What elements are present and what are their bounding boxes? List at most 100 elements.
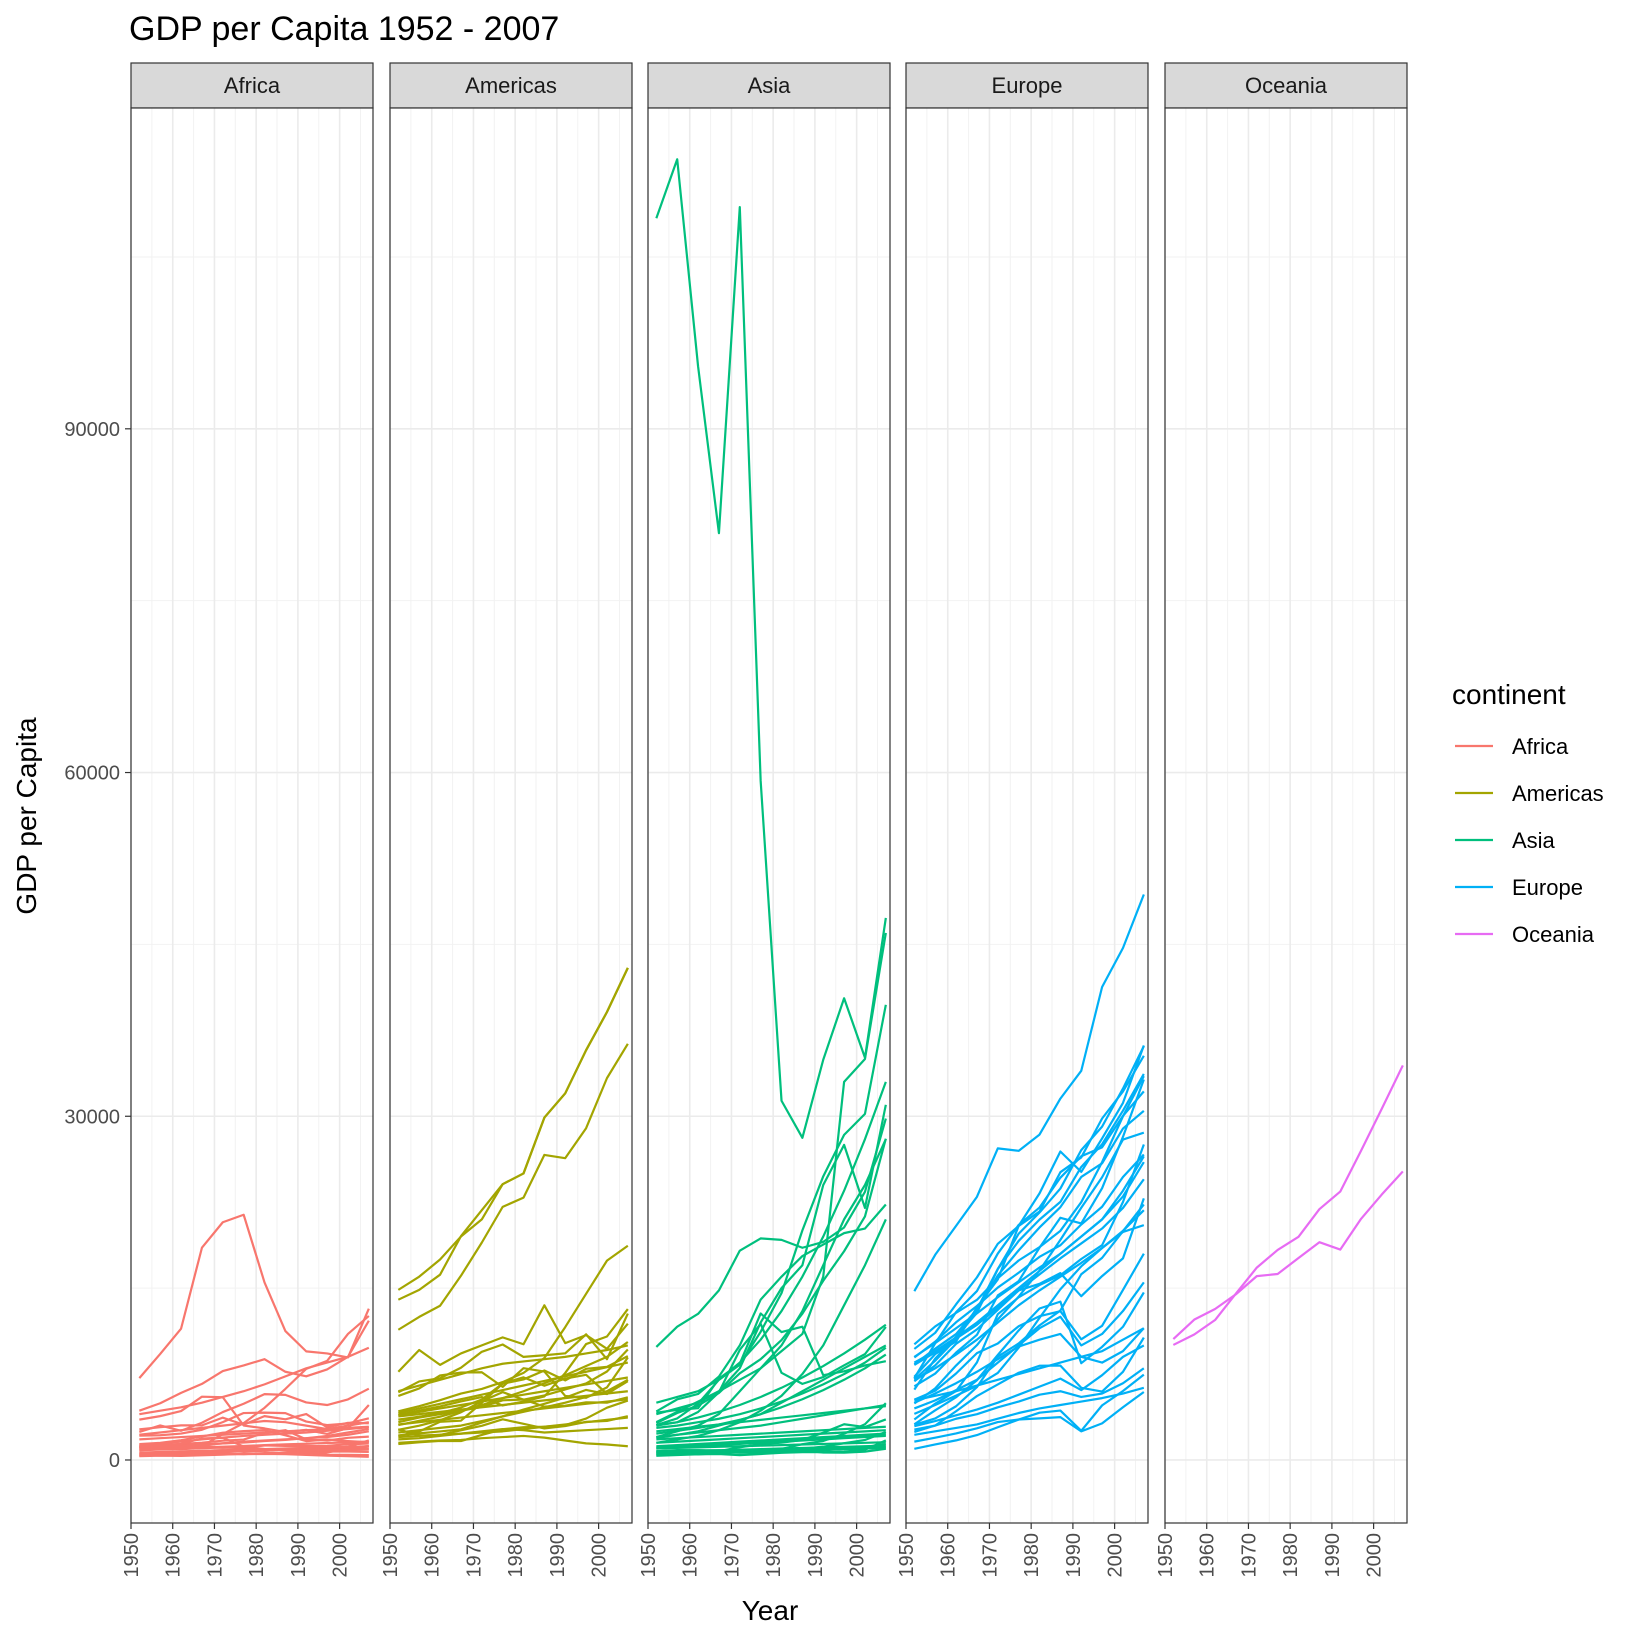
series-line-europe [913, 1090, 1145, 1379]
series-line-americas [398, 1344, 629, 1393]
series-line-asia [656, 1441, 886, 1450]
series-line-europe [914, 1386, 1145, 1436]
series-line-asia [656, 1312, 887, 1414]
facet-strip [1164, 62, 1408, 109]
series-line-asia [656, 1433, 886, 1449]
x-tick-label: 2000 [1105, 1533, 1127, 1578]
series-line-africa [138, 1213, 370, 1379]
facet-asia: Asia 1950 1960 1970 1980 1990 2000 [638, 62, 891, 1578]
x-tick-label: 2000 [589, 1533, 611, 1578]
series-line-asia [656, 1346, 887, 1429]
series-line-asia [655, 1118, 887, 1348]
x-tick-label: 1990 [288, 1533, 310, 1578]
series-line-europe [913, 1209, 1145, 1381]
y-tick-label: 0 [109, 1450, 120, 1472]
series-line-europe [914, 1344, 1145, 1428]
series-line-europe [913, 1045, 1145, 1378]
series-line-europe [913, 1253, 1145, 1401]
x-tick-label: 1960 [680, 1533, 702, 1578]
series-line-asia [656, 1425, 886, 1441]
series-line-europe [913, 894, 1145, 1292]
series-line-oceania [1172, 1170, 1404, 1340]
series-line-asia [655, 1138, 887, 1425]
facet-strip-label: Asia [748, 73, 792, 98]
legend: continent Africa Americas Asia Europe Oceani… [1452, 679, 1604, 947]
series-line-americas [397, 1304, 629, 1373]
series-line-americas [397, 1043, 629, 1331]
series-line-europe [913, 1198, 1145, 1383]
series-line-africa [139, 1411, 370, 1437]
x-tick-label: 1980 [1280, 1533, 1302, 1578]
series-line-asia [656, 1429, 886, 1444]
series-line-asia [655, 158, 887, 1139]
series-line-asia [656, 1432, 886, 1448]
x-tick-label: 1970 [1238, 1533, 1260, 1578]
x-tick-label: 1950 [380, 1533, 402, 1578]
facet-strip-label: Oceania [1245, 73, 1328, 98]
y-tick-label: 90000 [64, 419, 120, 441]
facet-strip-label: Europe [992, 73, 1063, 98]
series-line-asia [656, 1323, 887, 1427]
series-line-europe [913, 1281, 1145, 1410]
x-tick-label: 1980 [505, 1533, 527, 1578]
facet-strip-label: Africa [224, 73, 281, 98]
series-line-europe [914, 1367, 1145, 1431]
y-axis-title: GDP per Capita [11, 717, 42, 915]
x-tick-label: 2000 [1364, 1533, 1386, 1578]
series-line-americas [398, 1398, 628, 1426]
x-tick-label: 1960 [422, 1533, 444, 1578]
series-line-europe [914, 1203, 1145, 1426]
legend-title: continent [1452, 679, 1566, 710]
y-tick-label: 30000 [64, 1106, 120, 1128]
series-line-africa [139, 1445, 369, 1454]
series-line-americas [398, 1355, 629, 1437]
x-tick-label: 1990 [547, 1533, 569, 1578]
x-tick-label: 1990 [805, 1533, 827, 1578]
panel-background [390, 108, 632, 1523]
series-line-americas [398, 1434, 628, 1448]
series-line-americas [398, 1361, 629, 1415]
series-line-europe [913, 1055, 1145, 1350]
legend-label-africa: Africa [1512, 734, 1569, 759]
series-line-africa [139, 1429, 369, 1446]
series-line-europe [913, 1327, 1145, 1404]
x-tick-label: 1970 [721, 1533, 743, 1578]
series-line-africa [139, 1395, 370, 1435]
x-tick-label: 1970 [463, 1533, 485, 1578]
series-line-asia [656, 1081, 887, 1404]
x-tick-label: 1960 [938, 1533, 960, 1578]
facet-strip [389, 62, 633, 109]
series-line-africa [139, 1426, 369, 1447]
series-line-africa [139, 1412, 369, 1431]
facet-strip [905, 62, 1149, 109]
panel-border [647, 107, 891, 1524]
panel-background [648, 108, 890, 1523]
series-line-oceania [1172, 1064, 1404, 1346]
panel-border [1164, 107, 1408, 1524]
x-tick-label: 1980 [1021, 1533, 1043, 1578]
x-tick-label: 1950 [121, 1533, 143, 1578]
series-line-africa [138, 1320, 370, 1412]
series-line-europe [914, 1391, 1145, 1443]
x-tick-label: 1970 [979, 1533, 1001, 1578]
facet-oceania: Oceania 1950 1960 1970 1980 1990 2000 [1155, 62, 1408, 1578]
x-tick-label: 1990 [1322, 1533, 1344, 1578]
legend-label-europe: Europe [1512, 875, 1583, 900]
series-line-asia [656, 1446, 886, 1456]
series-line-americas [398, 1416, 628, 1439]
legend-label-asia: Asia [1512, 828, 1556, 853]
series-line-americas [398, 1376, 629, 1417]
series-line-asia [655, 1203, 887, 1413]
series-line-europe [913, 1073, 1145, 1366]
panel-background [131, 108, 373, 1523]
y-tick-label: 60000 [64, 763, 120, 785]
x-tick-label: 2000 [847, 1533, 869, 1578]
series-line-asia [656, 1405, 886, 1433]
legend-label-oceania: Oceania [1512, 922, 1595, 947]
facet-americas: Americas 1950 1960 1970 1980 1990 2000 [380, 62, 633, 1578]
x-tick-label: 1950 [638, 1533, 660, 1578]
series-line-americas [398, 1244, 629, 1413]
legend-label-americas: Americas [1512, 781, 1604, 806]
series-line-americas [398, 1390, 628, 1418]
facet-strip-label: Americas [465, 73, 557, 98]
